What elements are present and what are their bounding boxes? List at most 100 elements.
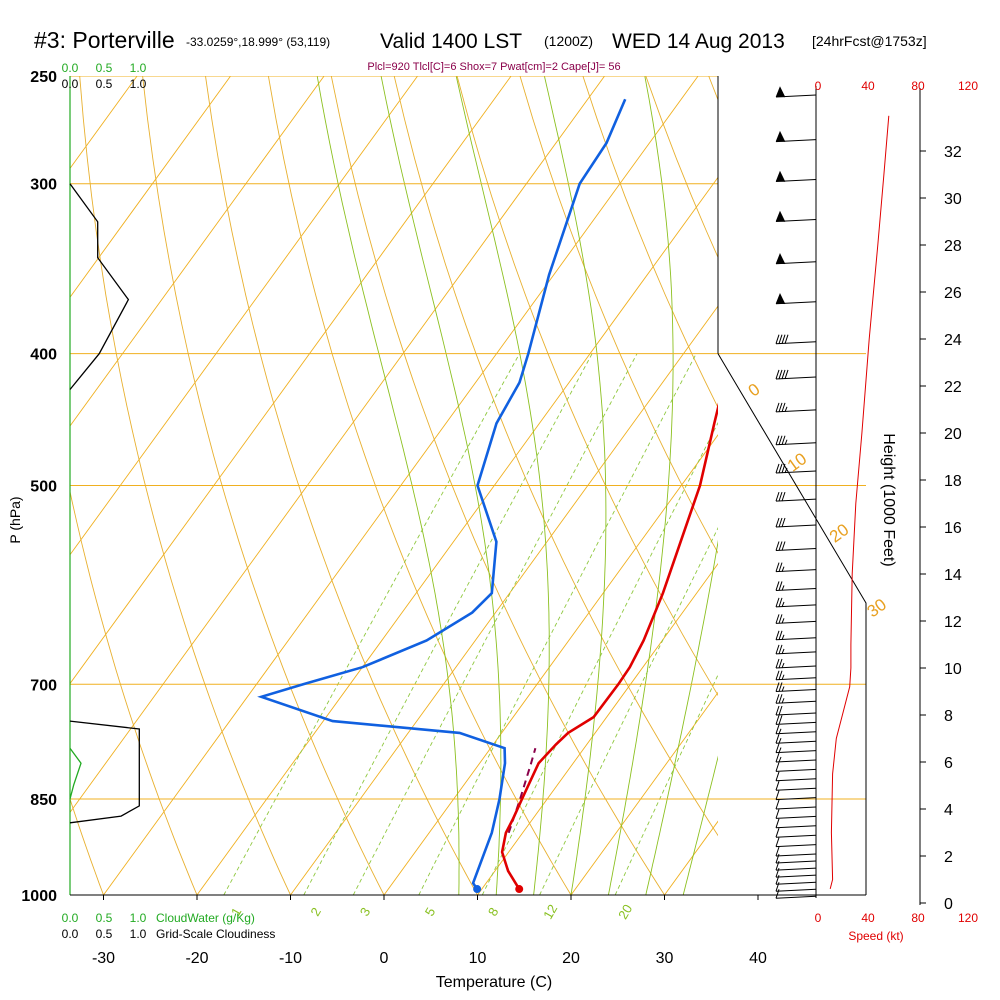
moist-adiabat [645,539,718,895]
height-axis-title: Height (1000 Feet) [880,433,897,566]
height-tick-label: 22 [944,379,962,396]
wind-barb-flag [775,541,780,551]
wind-barb-flag [775,799,780,810]
wind-barb-staff [775,524,817,528]
height-tick-label: 20 [944,426,962,443]
height-tick-label: 18 [944,473,962,490]
wind-barb-flag [775,630,780,640]
wind-barb-flag [778,402,783,413]
wind-barb-staff [775,712,817,716]
wind-barb-flag [778,644,783,655]
wind-barb-flag [778,562,783,572]
wind-barb-flag [775,644,780,655]
dry-adiabat [70,797,104,895]
wind-barb-flag [775,734,780,744]
moist-adiabat [682,755,718,895]
wind-barb-flag [775,715,780,725]
wind-barb-half-flag [784,406,788,413]
mixing-ratio-label: 3 [357,905,374,919]
wind-barb-half-flag [781,618,785,624]
wind-barb-flag [778,463,783,474]
height-tick-label: 14 [944,567,962,584]
mixing-ratio-label: 5 [422,905,439,919]
wind-barb-staff [775,750,817,754]
wind-barb [775,705,817,716]
wind-barb-flag [778,369,783,380]
wind-barb-flag [775,334,780,344]
cloudiness-label: Grid-Scale Cloudiness [156,927,275,941]
wind-barb-staff [775,768,817,772]
isotherm-line [852,76,1000,895]
valid-time: Valid 1400 LST [380,30,522,53]
wind-barb-flag [781,402,786,413]
wind-barb-flag [778,597,783,608]
station-coords: -33.0259°,18.999° (53,119) [186,35,330,49]
wind-barb [775,130,817,143]
isobar-lines [70,76,866,895]
speed-tick-top: 40 [861,79,875,93]
wind-barb-flag [775,809,780,819]
x-tick-label: 0 [380,950,389,967]
height-tick-label: 28 [944,238,962,255]
wind-barb-flag [775,682,780,692]
wind-barb [775,694,817,704]
wind-barb-pennant [775,130,786,142]
wind-barb-flag [775,435,780,445]
wind-barb [775,170,817,183]
moist-adiabat [543,76,607,895]
wind-barb [775,715,817,725]
wind-barb-flag [775,818,780,828]
x-tick-label: -10 [279,950,302,967]
surface-dewpoint-dot [473,885,482,894]
wind-barb-flag [778,614,783,624]
wind-barb-flag [784,334,789,344]
valid-utc: (1200Z) [544,33,593,49]
wind-barb [775,463,817,474]
wind-barb [775,771,817,782]
wind-barb-flag [775,828,780,838]
wind-barb-staff [775,498,817,502]
wind-barb-staff [775,731,817,735]
wind-barb [775,670,817,681]
surface-temperature-dot [515,885,524,894]
height-tick-label: 8 [944,708,953,725]
plot-frame [69,76,921,905]
cloudwater-tick-top: 1.0 [130,61,147,75]
wind-barb [775,435,817,446]
dry-adiabat [960,76,1000,895]
cloudiness-tick-top: 0.0 [62,77,79,91]
cloudiness-lower-line [69,720,140,824]
wind-barb-staff [775,860,817,864]
wind-barb-flag [778,715,783,725]
height-tick-label: 12 [944,614,962,631]
wind-barb-flag [781,517,786,528]
wind-barb [775,644,817,655]
wind-barb-staff [775,341,817,345]
wind-barb [775,630,817,641]
dry-adiabat [142,76,385,895]
wind-barb-flag [778,491,783,502]
wind-barb [775,581,817,591]
mixing-ratio-line [418,353,697,895]
wind-barb-flag [775,658,780,669]
station-title: #3: Porterville [34,27,175,53]
wind-barb-flag [778,705,783,716]
height-tick-label: 10 [944,661,962,678]
wind-barb-staff [775,815,817,819]
wind-panel [775,86,890,899]
wind-barb-staff [775,853,817,857]
mixing-ratio-label: 2 [307,905,324,919]
wind-barb [775,253,817,265]
dry-adiabat [70,489,198,895]
wind-barb-flag [778,541,783,551]
dry-adiabat [330,76,665,895]
wind-barb-staff [775,888,817,892]
wind-barb-flag [778,682,783,692]
wind-barb-half-flag [781,686,785,692]
mixing-ratio-label: 12 [540,902,560,922]
wind-barb-staff [775,797,817,801]
wind-barb [775,743,817,754]
wind-barb-flag [775,562,780,572]
wind-barb-staff [775,834,817,838]
isotherm-line [70,76,325,427]
